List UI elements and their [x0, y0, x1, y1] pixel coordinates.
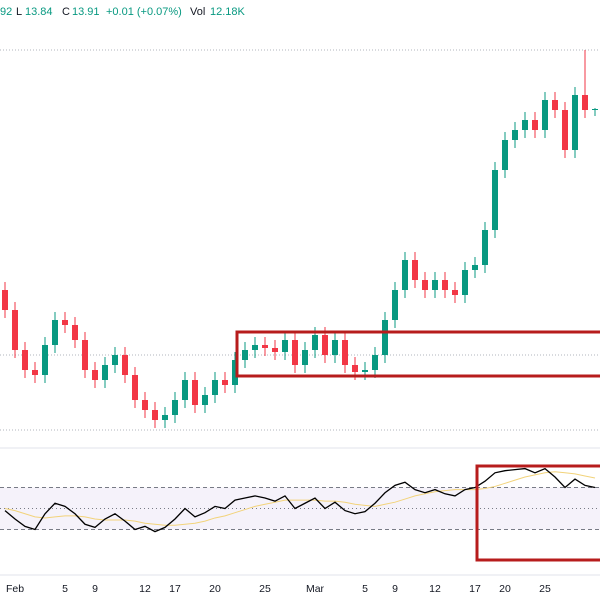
candle-body: [212, 380, 218, 395]
candle-body: [122, 355, 128, 375]
candle-body: [342, 340, 348, 365]
candle-body: [112, 355, 118, 365]
candle-body: [172, 400, 178, 415]
candle-body: [312, 335, 318, 350]
candle-body: [472, 265, 478, 270]
x-tick-label: 5: [62, 583, 68, 595]
candle-body: [572, 95, 578, 150]
x-tick-label: 5: [362, 583, 368, 595]
candle-body: [202, 395, 208, 405]
candle-body: [162, 415, 168, 420]
candle-body: [522, 120, 528, 130]
header: 92 L 13.84 C 13.91 +0.01 (+0.07%) Vol 12…: [0, 6, 246, 18]
x-tick-label: 25: [259, 583, 271, 595]
candle-body: [382, 320, 388, 355]
candle-body: [442, 280, 448, 290]
candle-body: [582, 95, 588, 110]
x-tick-label: 17: [169, 583, 181, 595]
candle-body: [302, 350, 308, 365]
candle-body: [102, 365, 108, 380]
candle-body: [552, 100, 558, 110]
candle-body: [462, 270, 468, 295]
candle-body: [352, 365, 358, 372]
plot: Feb 5 9 12 17 20 25 Mar 5 9 12 17 20 25: [0, 50, 600, 595]
x-tick-label: 9: [392, 583, 398, 595]
candle-body: [452, 290, 458, 295]
candle-body: [152, 410, 158, 420]
rsi-line: [4, 467, 596, 533]
candle-body: [32, 370, 38, 375]
candle-body: [402, 260, 408, 290]
candle-body: [412, 260, 418, 280]
header-value: 92: [0, 6, 12, 18]
x-tick-label: Feb: [6, 583, 24, 595]
candle-body: [252, 345, 258, 350]
x-tick-label: 12: [139, 583, 151, 595]
x-tick-label: 20: [499, 583, 511, 595]
header-value: 12.18K: [210, 6, 246, 18]
candle-body: [232, 360, 238, 385]
candle-body: [592, 109, 598, 110]
candle-body: [422, 280, 428, 290]
candle-body: [182, 380, 188, 400]
candle-body: [292, 340, 298, 365]
candle-body: [322, 335, 328, 355]
candle-body: [362, 370, 368, 372]
x-tick-label: 25: [539, 583, 551, 595]
candle-body: [432, 280, 438, 290]
candle-body: [222, 380, 228, 385]
candle-body: [242, 350, 248, 360]
x-tick-label: 9: [92, 583, 98, 595]
candle-body: [492, 170, 498, 230]
header-value: 13.91: [72, 6, 100, 18]
candle-body: [512, 130, 518, 140]
candle-body: [562, 110, 568, 150]
candle-body: [192, 380, 198, 405]
candle-body: [502, 140, 508, 170]
candle-body: [72, 325, 78, 340]
candle-body: [142, 400, 148, 410]
header-label: Vol: [190, 6, 205, 18]
candle-body: [372, 355, 378, 370]
header-value: +0.01 (+0.07%): [106, 6, 182, 18]
candle-body: [12, 310, 18, 350]
header-label: C: [62, 6, 70, 18]
candle-body: [282, 340, 288, 352]
candle-body: [332, 340, 338, 355]
candle-body: [132, 375, 138, 400]
header-label: L: [16, 6, 22, 18]
candle-body: [92, 370, 98, 380]
candle-body: [62, 320, 68, 325]
header-value: 13.84: [25, 6, 53, 18]
x-tick-label: 17: [469, 583, 481, 595]
candle-body: [272, 348, 278, 352]
x-tick-label: 20: [209, 583, 221, 595]
annotation-box: [475, 464, 600, 562]
candle-body: [392, 290, 398, 320]
candle-body: [42, 345, 48, 375]
candle-body: [22, 350, 28, 370]
candle-body: [532, 120, 538, 130]
candle-body: [542, 100, 548, 130]
annotation-box: [235, 330, 600, 378]
candle-body: [2, 290, 8, 310]
x-tick-label: Mar: [306, 583, 325, 595]
candle-body: [82, 340, 88, 370]
x-tick-label: 12: [429, 583, 441, 595]
candle-body: [482, 230, 488, 265]
candle-body: [52, 320, 58, 345]
candle-body: [262, 345, 268, 348]
